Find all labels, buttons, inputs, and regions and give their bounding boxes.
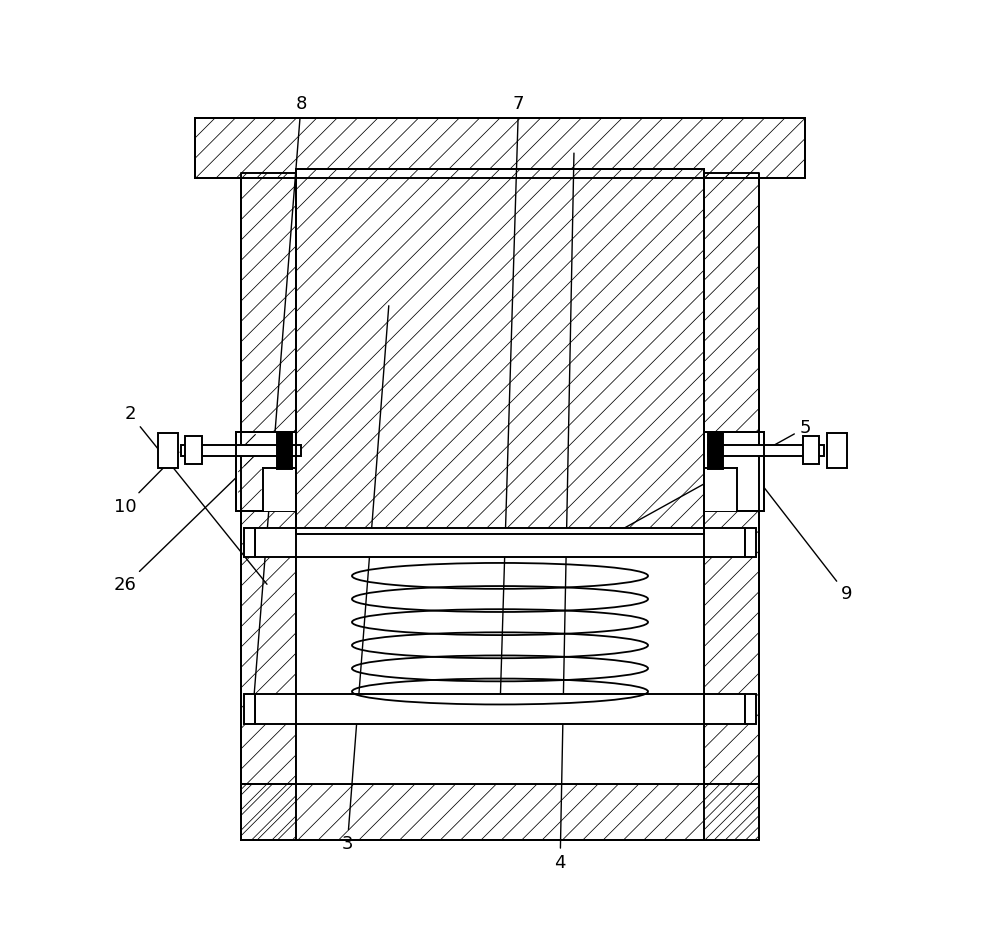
- Bar: [277, 432, 292, 469]
- Bar: [185, 437, 202, 464]
- Text: 7: 7: [500, 95, 524, 706]
- Text: 26: 26: [114, 450, 264, 594]
- Bar: [238, 435, 262, 509]
- Text: 9: 9: [735, 451, 853, 604]
- Text: 10: 10: [114, 453, 179, 516]
- Bar: [195, 118, 805, 178]
- Text: 3: 3: [342, 306, 389, 854]
- Bar: [704, 174, 759, 839]
- Bar: [244, 694, 255, 724]
- Text: 5: 5: [600, 419, 811, 541]
- Bar: [238, 435, 262, 466]
- Bar: [704, 433, 764, 511]
- Text: 2: 2: [124, 405, 267, 584]
- Bar: [827, 433, 847, 468]
- Bar: [244, 528, 255, 558]
- Text: 8: 8: [253, 95, 307, 706]
- Bar: [704, 468, 737, 511]
- Bar: [708, 445, 824, 455]
- Bar: [745, 694, 756, 724]
- Bar: [745, 528, 756, 558]
- Bar: [263, 468, 296, 511]
- Text: 4: 4: [554, 153, 574, 871]
- Bar: [255, 528, 745, 558]
- Bar: [181, 445, 301, 455]
- Bar: [803, 437, 819, 464]
- Bar: [241, 784, 759, 839]
- Bar: [255, 694, 745, 724]
- Bar: [158, 433, 178, 468]
- Bar: [708, 432, 723, 469]
- Bar: [296, 169, 704, 534]
- Bar: [296, 534, 704, 784]
- Bar: [236, 433, 296, 511]
- Bar: [241, 174, 296, 839]
